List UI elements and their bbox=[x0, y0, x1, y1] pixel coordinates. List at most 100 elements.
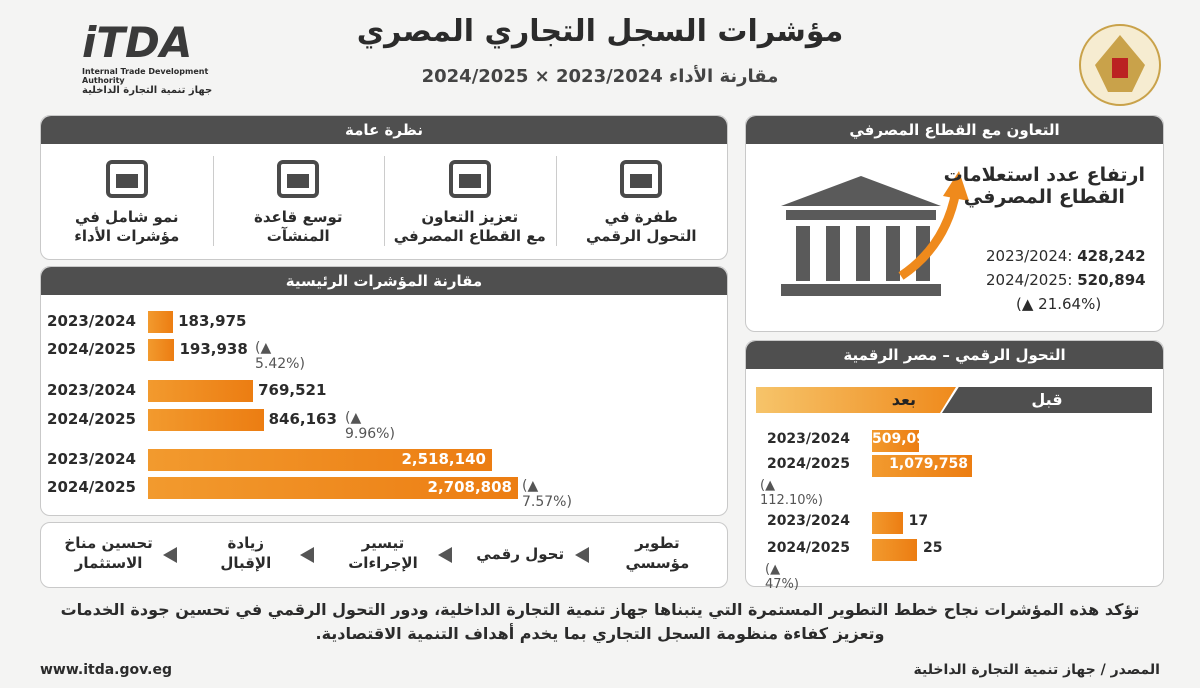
statement: تؤكد هذه المؤشرات نجاح خطط التطوير المست… bbox=[20, 598, 1180, 646]
period-label: 2023/2024 bbox=[47, 312, 136, 330]
value-label: 183,975 bbox=[178, 312, 247, 330]
banking-heading: ارتفاع عدد استعلامات القطاع المصرفي bbox=[944, 164, 1145, 208]
overview-item: تعزيز التعاون مع القطاع المصرفي bbox=[384, 208, 556, 246]
step-arrow bbox=[437, 547, 452, 563]
banking-panel: التعاون مع القطاع المصرفي ارتفاع عدد است… bbox=[745, 115, 1164, 332]
period: 2023/2024: bbox=[986, 247, 1073, 265]
text-line: زيادة bbox=[227, 534, 264, 552]
period-label: 2024/2025 bbox=[47, 478, 136, 496]
overview-item: نمو شامل في مؤشرات الأداء bbox=[41, 208, 213, 246]
step: زيادة الإقبال bbox=[177, 533, 314, 573]
text-line: تعزيز التعاون bbox=[421, 208, 519, 226]
logo-name: iTDA bbox=[82, 18, 193, 67]
overview-icon bbox=[105, 160, 148, 198]
overview-icon bbox=[277, 160, 320, 198]
overview-title: نظرة عامة bbox=[41, 116, 727, 144]
text-line: تيسير bbox=[361, 534, 405, 552]
divider bbox=[212, 156, 214, 246]
text-line: التحول الرقمي bbox=[585, 227, 697, 245]
value-label: 17 bbox=[908, 513, 929, 529]
step-arrow bbox=[163, 547, 178, 563]
step: تحول رقمي bbox=[452, 544, 589, 564]
overview-panel: نظرة عامة طفرة في التحول الرقمي تعزيز التع… bbox=[40, 115, 728, 260]
statement-line: وتعزيز كفاءة منظومة السجل التجاري بما يخ… bbox=[315, 624, 885, 643]
comparison-panel: مقارنة المؤشرات الرئيسية bbox=[40, 266, 728, 516]
logo-en: Internal Trade Development Authority bbox=[82, 67, 209, 85]
after-tab: بعد bbox=[756, 387, 956, 413]
period-label: 2023/2024 bbox=[766, 431, 850, 447]
value-label: 1,079,758 bbox=[889, 456, 968, 472]
text-line: نمو شامل في bbox=[74, 208, 179, 226]
title: مؤشرات السجل التجاري المصري bbox=[356, 14, 844, 49]
bar bbox=[148, 449, 492, 471]
text-line: مع القطاع المصرفي bbox=[393, 227, 546, 245]
period-label: 2024/2025 bbox=[766, 540, 850, 556]
text-line: الإجراءات bbox=[348, 554, 418, 572]
period-label: 2023/2024 bbox=[47, 450, 136, 468]
bar bbox=[872, 430, 920, 452]
step: تطوير مؤسسي bbox=[589, 533, 726, 573]
text-line: الاستثمار bbox=[74, 554, 143, 572]
change: (▲ 112.10%) bbox=[760, 478, 823, 508]
period-label: 2023/2024 bbox=[47, 381, 136, 399]
overview-item: توسع قاعدة المنشآت bbox=[213, 208, 385, 246]
bar bbox=[872, 539, 917, 561]
overview-items: طفرة في التحول الرقمي تعزيز التعاون مع القط… bbox=[41, 146, 727, 256]
overview-item: طفرة في التحول الرقمي bbox=[556, 208, 728, 246]
text-line: تحول رقمي bbox=[476, 545, 565, 563]
divider bbox=[384, 156, 385, 246]
value-label: 25 bbox=[923, 540, 943, 556]
text-line: تحسين مناخ bbox=[64, 534, 153, 552]
value: 428,242 bbox=[1077, 247, 1146, 265]
value-label: 509,090 bbox=[872, 431, 936, 447]
value-label: 193,938 bbox=[179, 340, 248, 358]
bar bbox=[148, 477, 518, 499]
banking-row: 2024/2025: 520,894 bbox=[986, 268, 1146, 292]
logo-ar: جهاز تنمية التجارة الداخلية bbox=[82, 85, 213, 96]
text-line: مؤسسي bbox=[625, 554, 690, 572]
overview-icon bbox=[448, 160, 491, 198]
step-arrow bbox=[574, 547, 589, 563]
emblem bbox=[1079, 24, 1161, 106]
bar bbox=[148, 339, 175, 361]
value-label: 2,518,140 bbox=[401, 450, 486, 468]
before-tab: قبل bbox=[942, 387, 1152, 413]
period: 2024/2025: bbox=[986, 271, 1073, 289]
bar bbox=[148, 380, 254, 402]
change: (▲ 47%) bbox=[765, 562, 799, 592]
banking-rows: 2023/2024: 428,242 2024/2025: 520,894 (▲… bbox=[986, 244, 1146, 316]
bank-icon bbox=[781, 171, 969, 296]
bar bbox=[872, 512, 903, 534]
website: www.itda.gov.eg bbox=[40, 662, 172, 678]
logo: iTDA Internal Trade Development Authorit… bbox=[82, 18, 242, 96]
text-line: طفرة في bbox=[604, 208, 678, 226]
value-label: 769,521 bbox=[258, 381, 327, 399]
divider bbox=[555, 156, 557, 246]
period-label: 2024/2025 bbox=[47, 340, 136, 358]
source: المصدر / جهاز تنمية التجارة الداخلية bbox=[913, 662, 1160, 678]
change: (▲ 21.64%) bbox=[1016, 295, 1102, 313]
value: 520,894 bbox=[1077, 271, 1146, 289]
steps-panel bbox=[40, 522, 728, 588]
bar bbox=[148, 311, 174, 333]
text-line: توسع قاعدة bbox=[254, 208, 343, 226]
text-line: المنشآت bbox=[266, 227, 330, 245]
banking-title: التعاون مع القطاع المصرفي bbox=[746, 116, 1163, 144]
period-label: 2024/2025 bbox=[47, 410, 136, 428]
change: (▲ 7.57%) bbox=[522, 478, 572, 510]
comparison-title: مقارنة المؤشرات الرئيسية bbox=[41, 267, 727, 295]
step-arrow bbox=[300, 547, 315, 563]
step: تحسين مناخ الاستثمار bbox=[40, 533, 177, 573]
change: (▲ 9.96%) bbox=[345, 410, 395, 442]
statement-line: تؤكد هذه المؤشرات نجاح خطط التطوير المست… bbox=[60, 600, 1140, 619]
step: تيسير الإجراءات bbox=[314, 533, 451, 573]
bar bbox=[872, 455, 972, 477]
text-line: مؤشرات الأداء bbox=[74, 227, 180, 245]
period-label: 2023/2024 bbox=[766, 513, 850, 529]
period-label: 2024/2025 bbox=[766, 456, 850, 472]
value-label: 846,163 bbox=[268, 410, 337, 428]
heading-line: القطاع المصرفي bbox=[963, 186, 1125, 208]
value-label: 2,708,808 bbox=[427, 478, 512, 496]
overview-icon bbox=[620, 160, 663, 198]
